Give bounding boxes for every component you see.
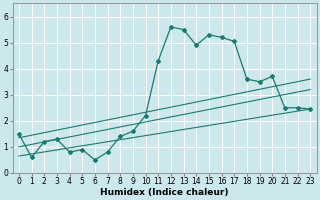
X-axis label: Humidex (Indice chaleur): Humidex (Indice chaleur): [100, 188, 229, 197]
